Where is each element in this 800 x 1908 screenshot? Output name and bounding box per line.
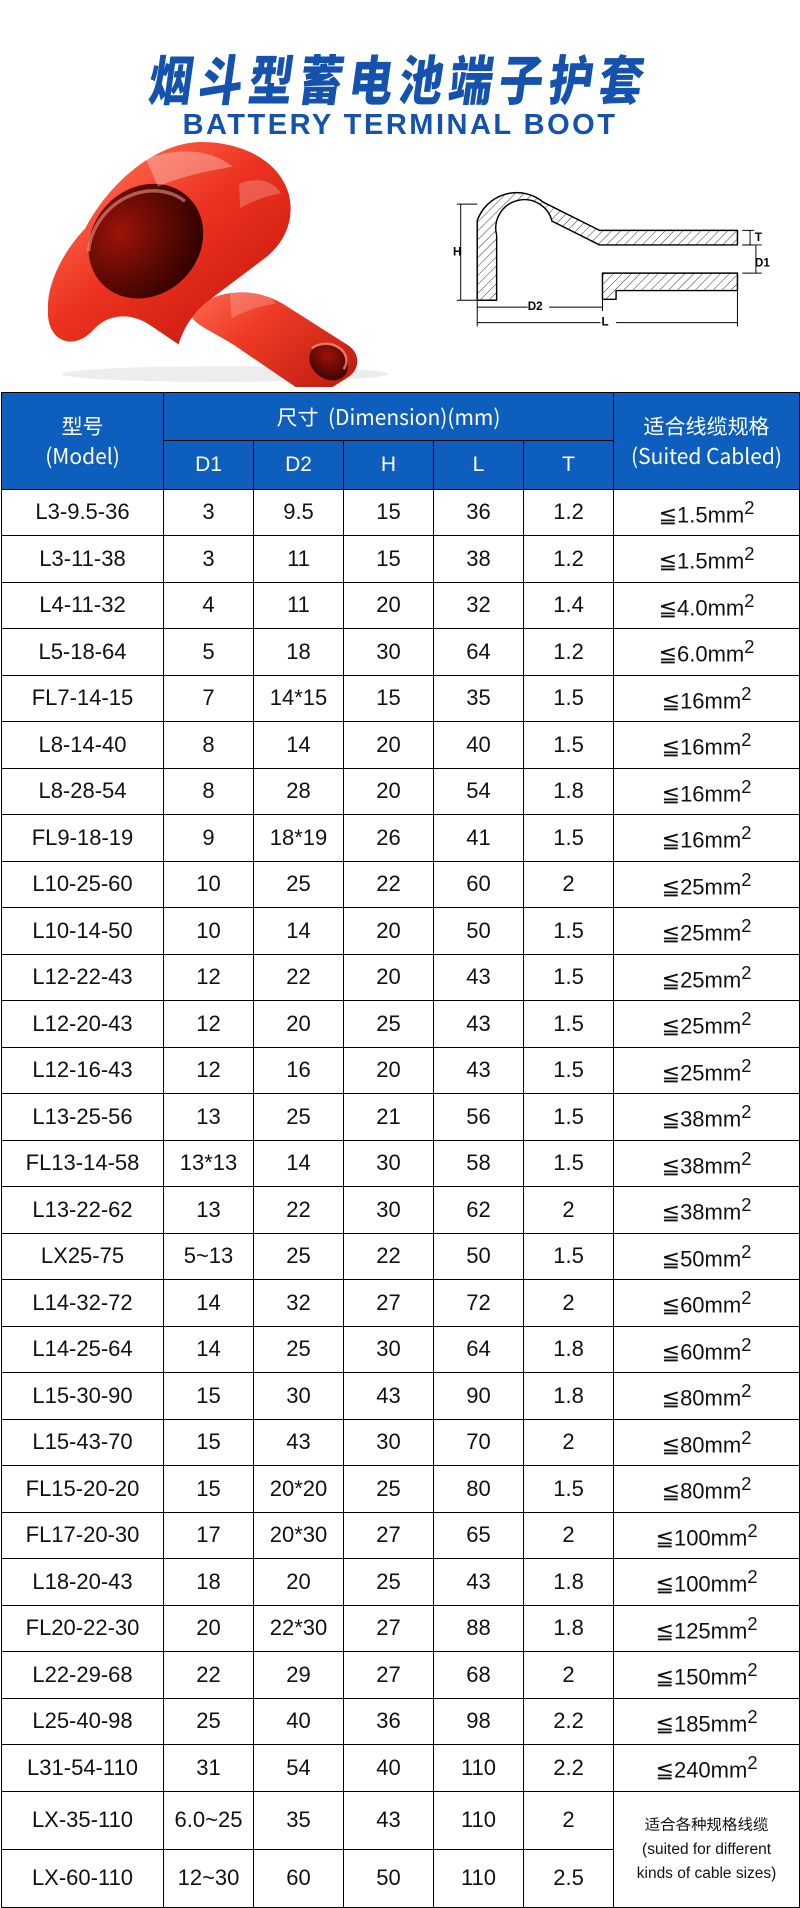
svg-text:T: T bbox=[755, 231, 762, 244]
svg-text:D1: D1 bbox=[755, 256, 770, 269]
svg-text:D2: D2 bbox=[528, 300, 543, 313]
svg-text:L: L bbox=[602, 316, 609, 329]
svg-text:H: H bbox=[453, 246, 461, 259]
